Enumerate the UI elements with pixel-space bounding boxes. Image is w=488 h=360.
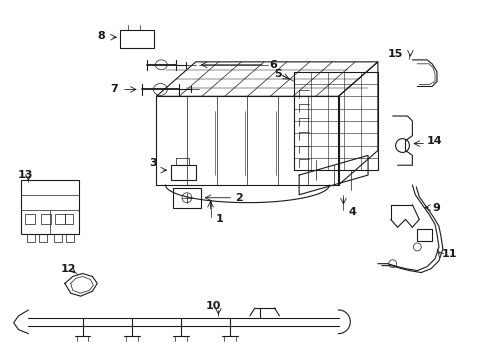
Text: 10: 10 [205,301,221,311]
Text: 13: 13 [18,170,33,180]
Bar [171,165,195,180]
Bar [120,30,154,48]
Text: 5: 5 [274,69,282,79]
Text: 9: 9 [431,203,439,212]
Bar [173,188,200,208]
Text: 6: 6 [269,60,277,70]
Text: 1: 1 [215,215,223,224]
Text: 14: 14 [426,136,442,145]
Bar [65,215,73,224]
Bar [54,234,62,242]
Bar [27,234,35,242]
Text: 12: 12 [61,264,76,274]
Text: 2: 2 [235,193,243,203]
Bar [39,234,47,242]
Text: 11: 11 [441,249,456,259]
Text: 7: 7 [110,84,118,94]
Bar [25,215,35,224]
Bar [416,229,431,241]
Text: 3: 3 [149,158,157,168]
Text: 8: 8 [97,31,105,41]
Bar [66,234,74,242]
Text: 15: 15 [387,49,402,59]
Text: 4: 4 [347,207,356,216]
Bar [21,180,79,234]
Bar [41,215,51,224]
Bar [55,215,65,224]
